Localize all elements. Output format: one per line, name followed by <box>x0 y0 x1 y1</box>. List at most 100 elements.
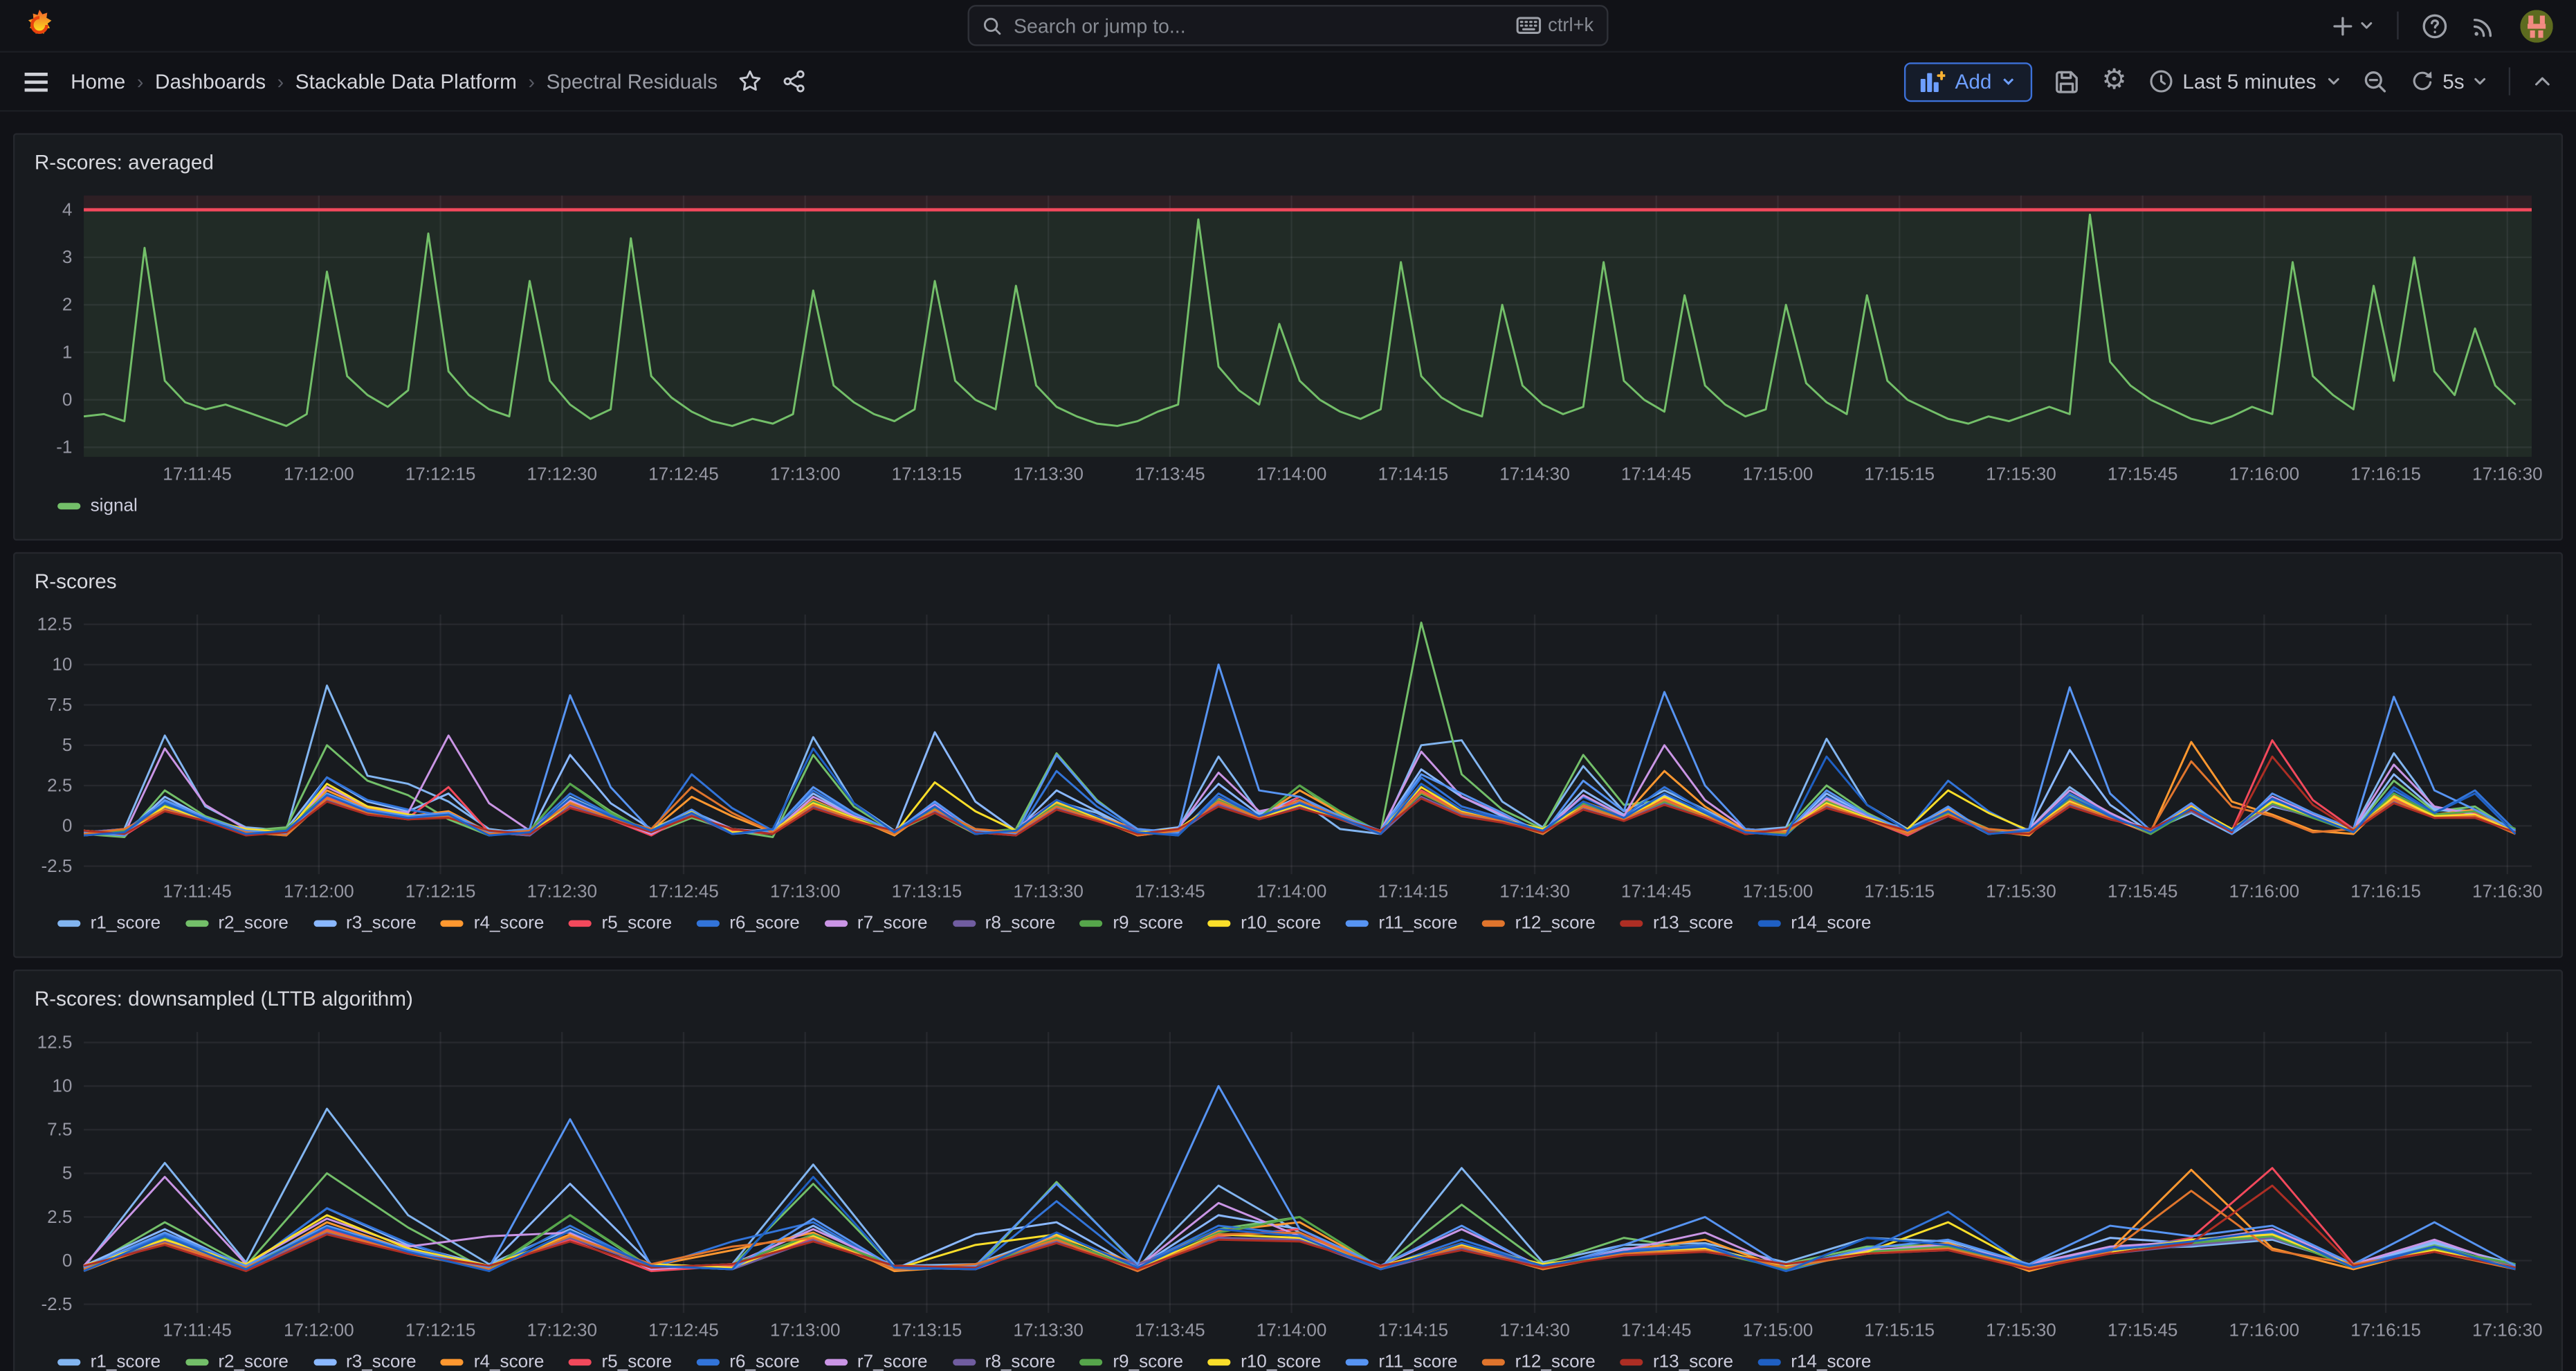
breadcrumb: Home › Dashboards › Stackable Data Platf… <box>71 70 718 93</box>
keyboard-icon <box>1517 17 1542 35</box>
legend-swatch <box>1758 920 1781 927</box>
svg-text:17:15:00: 17:15:00 <box>1743 463 1814 484</box>
legend-item-r8_score[interactable]: r8_score <box>952 914 1055 933</box>
legend-item-r2_score[interactable]: r2_score <box>185 1352 289 1371</box>
legend-item-r3_score[interactable]: r3_score <box>313 914 417 933</box>
time-series-plot[interactable]: 12.5107.552.50-2.517:11:4517:12:0017:12:… <box>28 1024 2548 1343</box>
svg-text:17:16:15: 17:16:15 <box>2350 463 2421 484</box>
legend-item-r13_score[interactable]: r13_score <box>1620 914 1733 933</box>
legend-item-r10_score[interactable]: r10_score <box>1208 1352 1322 1371</box>
search-input[interactable]: Search or jump to... ctrl+k <box>968 5 1609 46</box>
legend-item-r1_score[interactable]: r1_score <box>57 914 161 933</box>
share-button[interactable] <box>782 69 807 94</box>
favorite-button[interactable] <box>738 69 762 94</box>
legend-swatch <box>441 1359 464 1365</box>
new-menu-button[interactable] <box>2331 14 2374 37</box>
news-button[interactable] <box>2471 12 2497 39</box>
breadcrumb-home[interactable]: Home <box>71 70 125 93</box>
legend-item-r14_score[interactable]: r14_score <box>1758 914 1872 933</box>
grafana-logo-icon[interactable] <box>21 8 57 44</box>
legend-item-r3_score[interactable]: r3_score <box>313 1352 417 1371</box>
legend-label: r3_score <box>346 914 417 933</box>
legend-swatch <box>57 503 80 509</box>
svg-text:17:13:15: 17:13:15 <box>892 463 962 484</box>
legend-item-r11_score[interactable]: r11_score <box>1346 1352 1458 1371</box>
time-series-plot[interactable]: 43210-117:11:4517:12:0017:12:1517:12:301… <box>28 188 2548 487</box>
breadcrumb-separator: › <box>277 70 284 93</box>
panel-title: R-scores: averaged <box>28 148 2548 188</box>
breadcrumb-folder[interactable]: Stackable Data Platform <box>295 70 517 93</box>
legend-item-r6_score[interactable]: r6_score <box>697 914 800 933</box>
time-series-plot[interactable]: 12.5107.552.50-2.517:11:4517:12:0017:12:… <box>28 606 2548 904</box>
svg-text:17:14:15: 17:14:15 <box>1378 463 1448 484</box>
svg-text:17:13:30: 17:13:30 <box>1013 880 1084 901</box>
legend-item-r10_score[interactable]: r10_score <box>1208 914 1322 933</box>
legend-item-r11_score[interactable]: r11_score <box>1346 914 1458 933</box>
svg-text:7.5: 7.5 <box>47 1119 72 1140</box>
svg-text:17:16:30: 17:16:30 <box>2472 1319 2543 1340</box>
legend-label: r3_score <box>346 1352 417 1371</box>
legend-item-r12_score[interactable]: r12_score <box>1482 1352 1596 1371</box>
svg-text:17:12:30: 17:12:30 <box>527 1319 597 1340</box>
legend-item-r6_score[interactable]: r6_score <box>697 1352 800 1371</box>
legend-item-r7_score[interactable]: r7_score <box>824 1352 927 1371</box>
legend-item-r7_score[interactable]: r7_score <box>824 914 927 933</box>
legend-item-r4_score[interactable]: r4_score <box>441 1352 544 1371</box>
legend-item-r5_score[interactable]: r5_score <box>569 1352 672 1371</box>
chevron-down-icon <box>2359 18 2374 33</box>
legend-item-r12_score[interactable]: r12_score <box>1482 914 1596 933</box>
svg-text:17:16:00: 17:16:00 <box>2229 463 2300 484</box>
legend-swatch <box>313 1359 336 1365</box>
refresh-interval-label: 5s <box>2442 70 2464 93</box>
dashboard-toolbar: Home › Dashboards › Stackable Data Platf… <box>0 53 2576 111</box>
user-avatar[interactable] <box>2520 9 2552 42</box>
legend-item-r8_score[interactable]: r8_score <box>952 1352 1055 1371</box>
legend-item-r13_score[interactable]: r13_score <box>1620 1352 1733 1371</box>
legend-label: r12_score <box>1515 914 1596 933</box>
svg-text:3: 3 <box>62 246 73 267</box>
plus-icon <box>2331 14 2354 37</box>
legend-item-r9_score[interactable]: r9_score <box>1080 1352 1183 1371</box>
add-panel-button[interactable]: Add <box>1904 62 2033 101</box>
zoom-out-time-button[interactable] <box>2362 69 2388 95</box>
legend-swatch <box>824 1359 847 1365</box>
svg-text:17:11:45: 17:11:45 <box>163 880 232 901</box>
svg-text:17:14:00: 17:14:00 <box>1257 880 1327 901</box>
legend-swatch <box>185 920 208 927</box>
svg-text:2.5: 2.5 <box>47 1206 72 1227</box>
dashboard-body: R-scores: averaged 43210-117:11:4517:12:… <box>0 111 2576 1371</box>
breadcrumb-dashboards[interactable]: Dashboards <box>155 70 266 93</box>
legend-swatch <box>569 920 592 927</box>
legend-label: r10_score <box>1241 914 1321 933</box>
menu-toggle-button[interactable] <box>23 70 49 93</box>
refresh-controls[interactable]: 5s <box>2410 69 2487 94</box>
legend-item-r1_score[interactable]: r1_score <box>57 1352 161 1371</box>
legend-label: r13_score <box>1653 914 1733 933</box>
legend-item-signal[interactable]: signal <box>57 496 138 516</box>
legend-item-r14_score[interactable]: r14_score <box>1758 1352 1872 1371</box>
rss-icon <box>2471 12 2497 39</box>
breadcrumb-separator: › <box>137 70 143 93</box>
legend-label: r8_score <box>985 914 1056 933</box>
svg-text:17:14:45: 17:14:45 <box>1621 1319 1692 1340</box>
svg-text:17:15:30: 17:15:30 <box>1986 463 2056 484</box>
legend-item-r2_score[interactable]: r2_score <box>185 914 289 933</box>
svg-text:2: 2 <box>62 294 73 315</box>
collapse-toolbar-button[interactable] <box>2532 71 2553 92</box>
svg-text:17:16:15: 17:16:15 <box>2350 1319 2421 1340</box>
legend-swatch <box>952 920 975 927</box>
svg-text:17:14:30: 17:14:30 <box>1499 1319 1570 1340</box>
top-right-actions <box>2331 9 2553 42</box>
svg-text:17:14:15: 17:14:15 <box>1378 880 1448 901</box>
dashboard-settings-button[interactable]: ⚙ <box>2101 67 2126 95</box>
time-range-picker[interactable]: Last 5 minutes <box>2148 69 2341 94</box>
svg-text:17:16:00: 17:16:00 <box>2229 880 2300 901</box>
help-button[interactable] <box>2422 12 2448 39</box>
svg-text:17:13:00: 17:13:00 <box>770 1319 841 1340</box>
breadcrumb-current-dashboard: Spectral Residuals <box>547 70 718 93</box>
legend-item-r4_score[interactable]: r4_score <box>441 914 544 933</box>
legend-item-r5_score[interactable]: r5_score <box>569 914 672 933</box>
legend-label: r4_score <box>474 914 545 933</box>
save-dashboard-button[interactable] <box>2054 69 2081 95</box>
legend-item-r9_score[interactable]: r9_score <box>1080 914 1183 933</box>
